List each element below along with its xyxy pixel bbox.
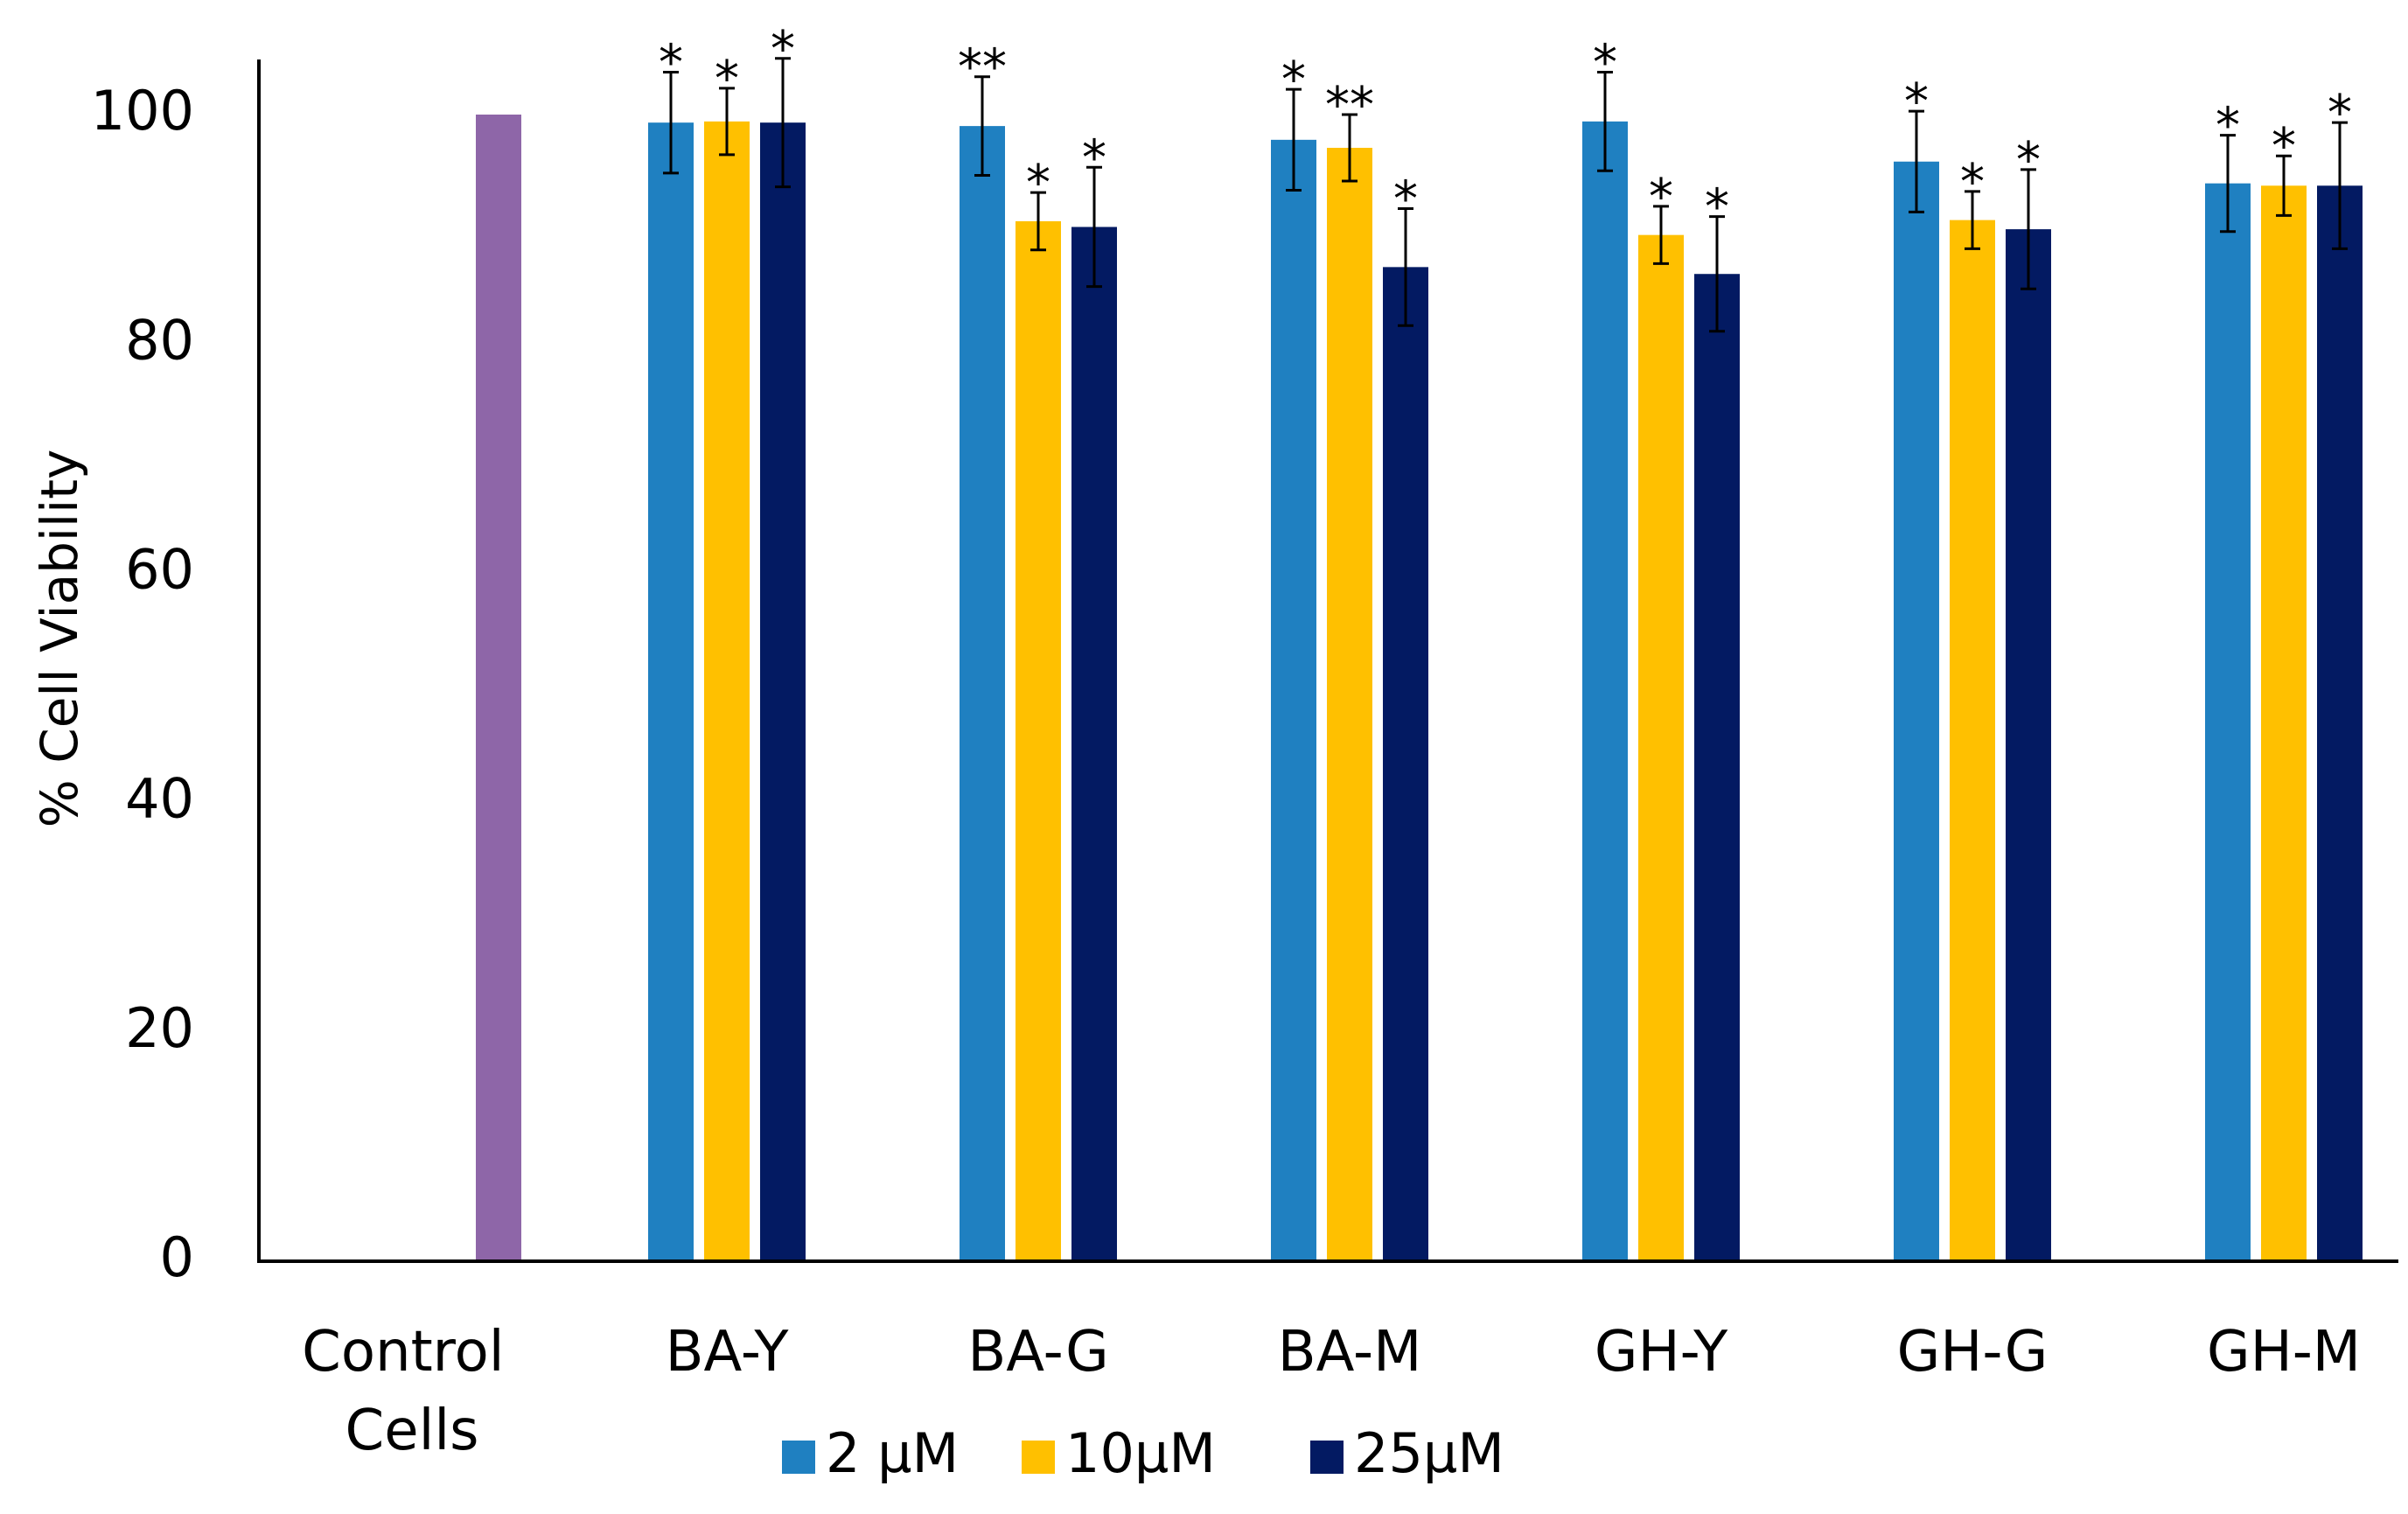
bar-ba-y-2-m	[648, 122, 694, 1261]
y-tick-100: 100	[91, 79, 194, 143]
significance-gh-y-10-m: *	[1649, 169, 1673, 226]
bar-gh-m-25-m	[2317, 185, 2363, 1262]
legend-swatch-25-m	[1310, 1441, 1344, 1474]
y-axis-label: % Cell Viability	[30, 450, 89, 828]
category-label-gh-y: GH-Y	[1595, 1320, 1728, 1385]
significance-gh-m-25-m: *	[2328, 85, 2352, 142]
legend: 2 µM 10µM 25µM	[782, 1421, 1504, 1485]
significance-ba-y-2-m: *	[659, 34, 683, 91]
bar-gh-m-10-m	[2261, 185, 2307, 1262]
significance-ba-m-10-m: **	[1325, 77, 1374, 134]
significance-markers-layer: * ** *** ** ***** *** ** **	[659, 21, 2352, 236]
bar-ba-g-25-m	[1071, 227, 1117, 1261]
bar-gh-y-2-m	[1582, 121, 1628, 1262]
bar-gh-y-10-m	[1638, 234, 1684, 1261]
significance-ba-m-2-m: *	[1281, 52, 1306, 108]
bar-ba-g-10-m	[1016, 220, 1061, 1262]
significance-ba-y-25-m: *	[771, 21, 795, 78]
y-tick-60: 60	[125, 537, 194, 601]
bar-ba-g-2-m	[960, 126, 1005, 1262]
bar-gh-g-10-m	[1950, 220, 1995, 1261]
y-tick-20: 20	[125, 996, 194, 1060]
legend-label-25-m: 25µM	[1354, 1421, 1504, 1485]
x-category-labels: Control Cells BA-Y BA-G BA-M GH-Y GH-G GH-M	[302, 1320, 2361, 1463]
significance-gh-y-25-m: *	[1705, 179, 1729, 236]
significance-gh-m-2-m: *	[2216, 98, 2240, 155]
legend-label-10-m: 10µM	[1065, 1421, 1216, 1485]
bar-ba-y-10-m	[704, 121, 750, 1262]
category-label-gh-m: GH-M	[2207, 1320, 2361, 1385]
bar-ba-m-2-m	[1271, 139, 1316, 1261]
bar-gh-g-2-m	[1894, 161, 1939, 1262]
y-tick-80: 80	[125, 308, 194, 372]
significance-ba-g-25-m: *	[1082, 129, 1106, 186]
bar-ba-m-25-m	[1383, 267, 1428, 1261]
bar-gh-m-2-m	[2205, 183, 2251, 1261]
significance-ba-g-2-m: **	[958, 39, 1007, 96]
category-label-gh-g: GH-G	[1897, 1320, 2049, 1385]
control-label-line-1: Control	[302, 1320, 504, 1385]
significance-ba-g-10-m: *	[1026, 155, 1050, 212]
axes-layer	[257, 59, 2398, 1263]
category-label-ba-m: BA-M	[1278, 1320, 1422, 1385]
legend-swatch-10-m	[1022, 1441, 1055, 1474]
error-bars-layer	[663, 57, 2348, 333]
bar-ba-m-10-m	[1327, 148, 1372, 1261]
significance-gh-m-10-m: *	[2272, 118, 2296, 175]
significance-gh-y-2-m: *	[1593, 34, 1617, 91]
control-label: Control Cells	[302, 1320, 522, 1463]
y-tick-labels: 0 20 40 60 80 100	[91, 79, 194, 1289]
legend-swatch-2-m	[782, 1441, 815, 1474]
category-label-ba-y: BA-Y	[666, 1320, 790, 1385]
bar-ba-y-25-m	[760, 122, 806, 1261]
significance-gh-g-2-m: *	[1904, 73, 1929, 130]
category-label-ba-g: BA-G	[967, 1320, 1108, 1385]
bar-gh-g-25-m	[2006, 229, 2051, 1262]
control-cells-bar	[476, 115, 521, 1261]
significance-gh-g-10-m: *	[1960, 154, 1985, 211]
significance-ba-y-10-m: *	[715, 51, 739, 108]
bar-gh-y-25-m	[1694, 274, 1740, 1261]
y-tick-40: 40	[125, 767, 194, 831]
legend-label-2-m: 2 µM	[826, 1421, 959, 1485]
significance-ba-m-25-m: *	[1393, 171, 1418, 228]
y-tick-0: 0	[160, 1225, 194, 1289]
control-label-line-2: Cells	[345, 1399, 479, 1463]
bars-layer	[476, 115, 2363, 1262]
significance-gh-g-25-m: *	[2016, 132, 2041, 189]
